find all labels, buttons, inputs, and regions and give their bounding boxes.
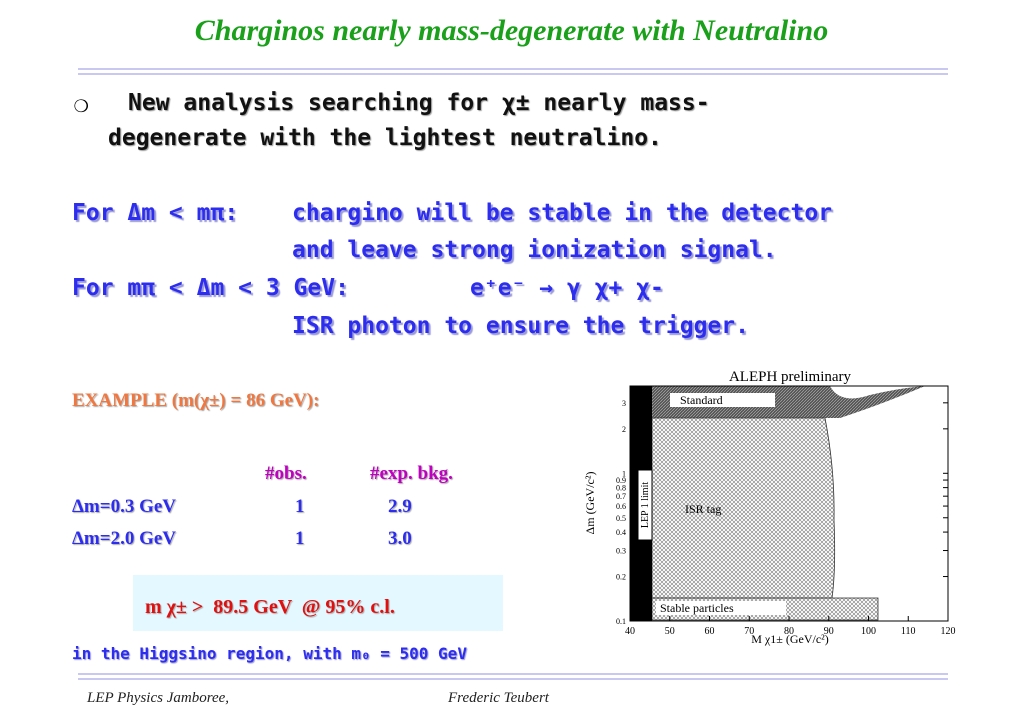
region-label-box bbox=[656, 601, 786, 615]
x-label: M χ1± (GeV/c²) bbox=[751, 632, 829, 646]
table-cell: 2.9 bbox=[388, 496, 412, 517]
y-tick-label: 0.4 bbox=[616, 528, 626, 537]
y-tick-label: 0.9 bbox=[616, 476, 626, 485]
condition-text: chargino will be stable in the detector bbox=[292, 200, 833, 226]
table-header: #exp. bkg. bbox=[370, 463, 453, 484]
region-label: Standard bbox=[680, 393, 723, 407]
bullet-text: degenerate with the lightest neutralino. bbox=[108, 125, 662, 151]
region-label: Stable particles bbox=[660, 601, 734, 615]
table-cell: 3.0 bbox=[388, 528, 412, 549]
slide-title: Charginos nearly mass-degenerate with Ne… bbox=[194, 14, 829, 47]
x-tick-label: 50 bbox=[665, 626, 675, 637]
x-tick-label: 100 bbox=[861, 626, 876, 637]
y-tick-label: 0.3 bbox=[616, 547, 626, 556]
x-tick-label: 120 bbox=[941, 626, 956, 637]
rule bbox=[78, 678, 948, 680]
condition-label: For mπ < Δm < 3 GeV: bbox=[72, 275, 349, 301]
y-label: Δm (GeV/c²) bbox=[583, 472, 597, 535]
lep1-label-box bbox=[637, 469, 653, 541]
bullet-icon: ❍ bbox=[74, 90, 89, 118]
limit-box bbox=[133, 575, 503, 631]
y-tick-label: 0.2 bbox=[616, 573, 626, 582]
x-tick-label: 90 bbox=[824, 626, 834, 637]
region-label: ISR tag bbox=[685, 502, 721, 516]
x-tick-label: 80 bbox=[784, 626, 794, 637]
table-header: #obs. bbox=[265, 463, 307, 484]
x-tick-label: 70 bbox=[744, 626, 754, 637]
limit: m χ± > 89.5 GeV @ 95% c.l. bbox=[145, 596, 395, 618]
condition-text: e⁺e⁻ → γ χ+ χ- bbox=[470, 275, 664, 301]
table-cell: 1 bbox=[295, 528, 305, 549]
rule bbox=[78, 68, 948, 70]
y-tick-label: 1 bbox=[622, 469, 626, 478]
condition-label: For Δm < mπ: bbox=[72, 200, 239, 226]
note: in the Higgsino region, with m₀ = 500 Ge… bbox=[72, 644, 467, 663]
y-tick-label: 3 bbox=[622, 399, 626, 408]
condition-text: and leave strong ionization signal. bbox=[292, 237, 777, 263]
y-tick-label: 0.5 bbox=[616, 514, 626, 523]
bullet-text: New analysis searching for χ± nearly mas… bbox=[128, 90, 710, 116]
y-tick-label: 0.6 bbox=[616, 502, 626, 511]
footer: LEP Physics Jamboree, bbox=[87, 690, 230, 706]
x-tick-label: 60 bbox=[705, 626, 715, 637]
y-tick-label: 0.1 bbox=[616, 617, 626, 626]
region-label-box bbox=[670, 393, 775, 407]
x-tick-label: 40 bbox=[625, 626, 635, 637]
figure-title: ALEPH preliminary bbox=[729, 369, 852, 385]
footer: Frederic Teubert bbox=[448, 690, 549, 706]
y-tick-label: 2 bbox=[622, 425, 626, 434]
rule bbox=[78, 73, 948, 75]
y-tick-label: 0.8 bbox=[616, 484, 626, 493]
rule bbox=[78, 673, 948, 675]
table-cell: 1 bbox=[295, 496, 305, 517]
band-label: LEP 1 limit bbox=[640, 482, 651, 529]
table-cell: Δm=0.3 GeV bbox=[72, 496, 176, 517]
example: EXAMPLE (m(χ±) = 86 GeV): bbox=[72, 390, 320, 411]
table-cell: Δm=2.0 GeV bbox=[72, 528, 176, 549]
condition-text: ISR photon to ensure the trigger. bbox=[292, 313, 749, 339]
y-tick-label: 0.7 bbox=[616, 492, 626, 501]
x-tick-label: 110 bbox=[901, 626, 916, 637]
isr-region bbox=[651, 417, 836, 599]
